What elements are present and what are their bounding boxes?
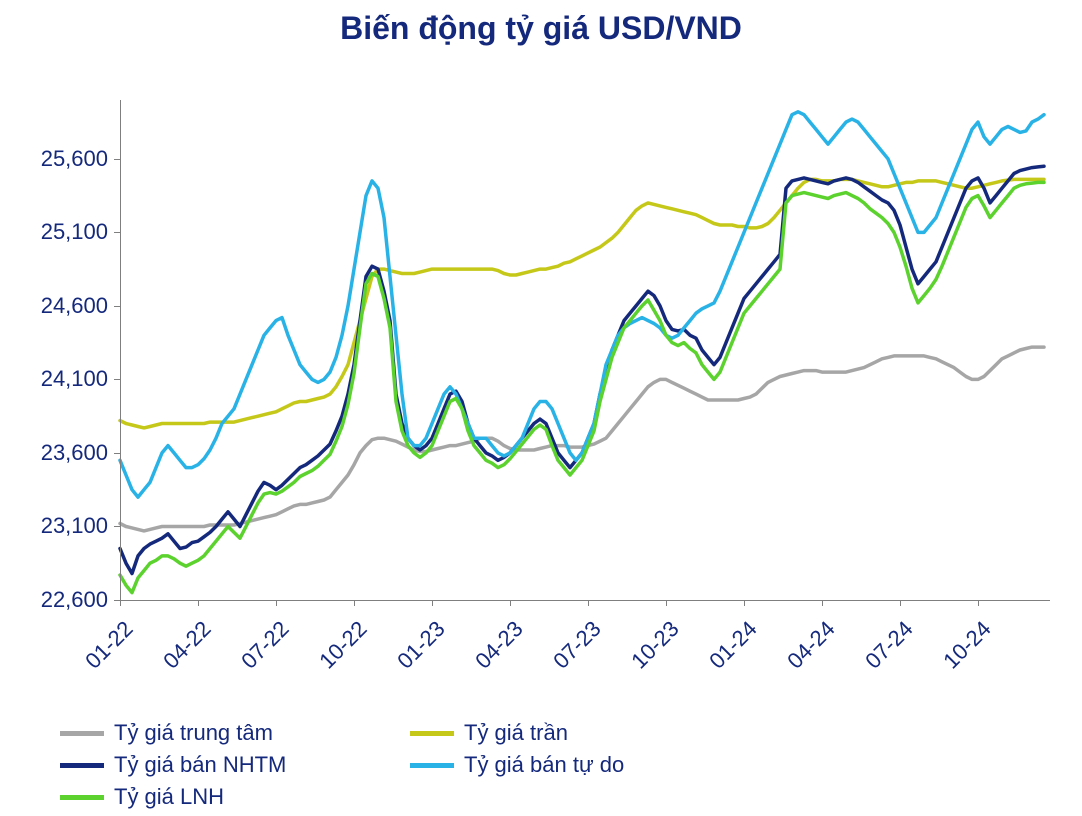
y-tick-label: 23,600 xyxy=(8,440,108,466)
y-axis-line xyxy=(120,100,121,600)
legend-label: Tỷ giá LNH xyxy=(114,784,224,810)
legend-label: Tỷ giá bán NHTM xyxy=(114,752,286,778)
x-tick-mark xyxy=(822,600,823,606)
legend-swatch xyxy=(410,731,454,736)
y-tick-label: 24,600 xyxy=(8,293,108,319)
y-tick-mark xyxy=(114,159,120,160)
legend-swatch xyxy=(60,763,104,768)
legend-item: Tỷ giá bán NHTM xyxy=(60,752,380,778)
y-tick-mark xyxy=(114,232,120,233)
x-tick-label: 07-23 xyxy=(548,616,606,674)
x-tick-mark xyxy=(354,600,355,606)
x-tick-mark xyxy=(276,600,277,606)
y-tick-mark xyxy=(114,453,120,454)
x-tick-label: 10-22 xyxy=(314,616,372,674)
legend-swatch xyxy=(60,795,104,800)
x-tick-mark xyxy=(744,600,745,606)
series-line xyxy=(120,166,1044,573)
series-line xyxy=(120,112,1044,497)
y-tick-mark xyxy=(114,379,120,380)
x-tick-label: 01-22 xyxy=(80,616,138,674)
legend-item: Tỷ giá trung tâm xyxy=(60,720,380,746)
x-tick-label: 07-24 xyxy=(860,616,918,674)
usd-vnd-rate-chart: Biến động tỷ giá USD/VND 22,60023,10023,… xyxy=(0,0,1082,809)
y-tick-mark xyxy=(114,526,120,527)
x-tick-mark xyxy=(900,600,901,606)
y-tick-label: 25,600 xyxy=(8,146,108,172)
legend-label: Tỷ giá bán tự do xyxy=(464,752,624,778)
x-tick-label: 10-23 xyxy=(626,616,684,674)
x-axis-line xyxy=(120,600,1050,601)
legend: Tỷ giá trung tâm Tỷ giá trần Tỷ giá bán NH… xyxy=(60,720,1060,816)
x-tick-mark xyxy=(978,600,979,606)
legend-label: Tỷ giá trung tâm xyxy=(114,720,273,746)
x-tick-mark xyxy=(120,600,121,606)
legend-item: Tỷ giá LNH xyxy=(60,784,380,810)
x-tick-label: 10-24 xyxy=(938,616,996,674)
series-line xyxy=(120,179,1044,428)
x-tick-label: 04-22 xyxy=(158,616,216,674)
x-tick-label: 04-23 xyxy=(470,616,528,674)
x-tick-mark xyxy=(432,600,433,606)
legend-item: Tỷ giá trần xyxy=(410,720,730,746)
x-tick-label: 01-23 xyxy=(392,616,450,674)
x-tick-label: 04-24 xyxy=(782,616,840,674)
x-tick-mark xyxy=(510,600,511,606)
x-tick-mark xyxy=(666,600,667,606)
y-tick-mark xyxy=(114,306,120,307)
legend-swatch xyxy=(60,731,104,736)
chart-title: Biến động tỷ giá USD/VND xyxy=(0,10,1082,47)
legend-label: Tỷ giá trần xyxy=(464,720,568,746)
plot-area: 22,60023,10023,60024,10024,60025,10025,6… xyxy=(120,100,1050,600)
x-tick-label: 01-24 xyxy=(704,616,762,674)
y-tick-label: 25,100 xyxy=(8,219,108,245)
legend-swatch xyxy=(410,763,454,768)
x-tick-mark xyxy=(588,600,589,606)
y-tick-label: 22,600 xyxy=(8,587,108,613)
x-tick-mark xyxy=(198,600,199,606)
series-svg xyxy=(120,100,1050,600)
y-tick-label: 23,100 xyxy=(8,513,108,539)
x-tick-label: 07-22 xyxy=(236,616,294,674)
y-tick-label: 24,100 xyxy=(8,366,108,392)
legend-item: Tỷ giá bán tự do xyxy=(410,752,730,778)
